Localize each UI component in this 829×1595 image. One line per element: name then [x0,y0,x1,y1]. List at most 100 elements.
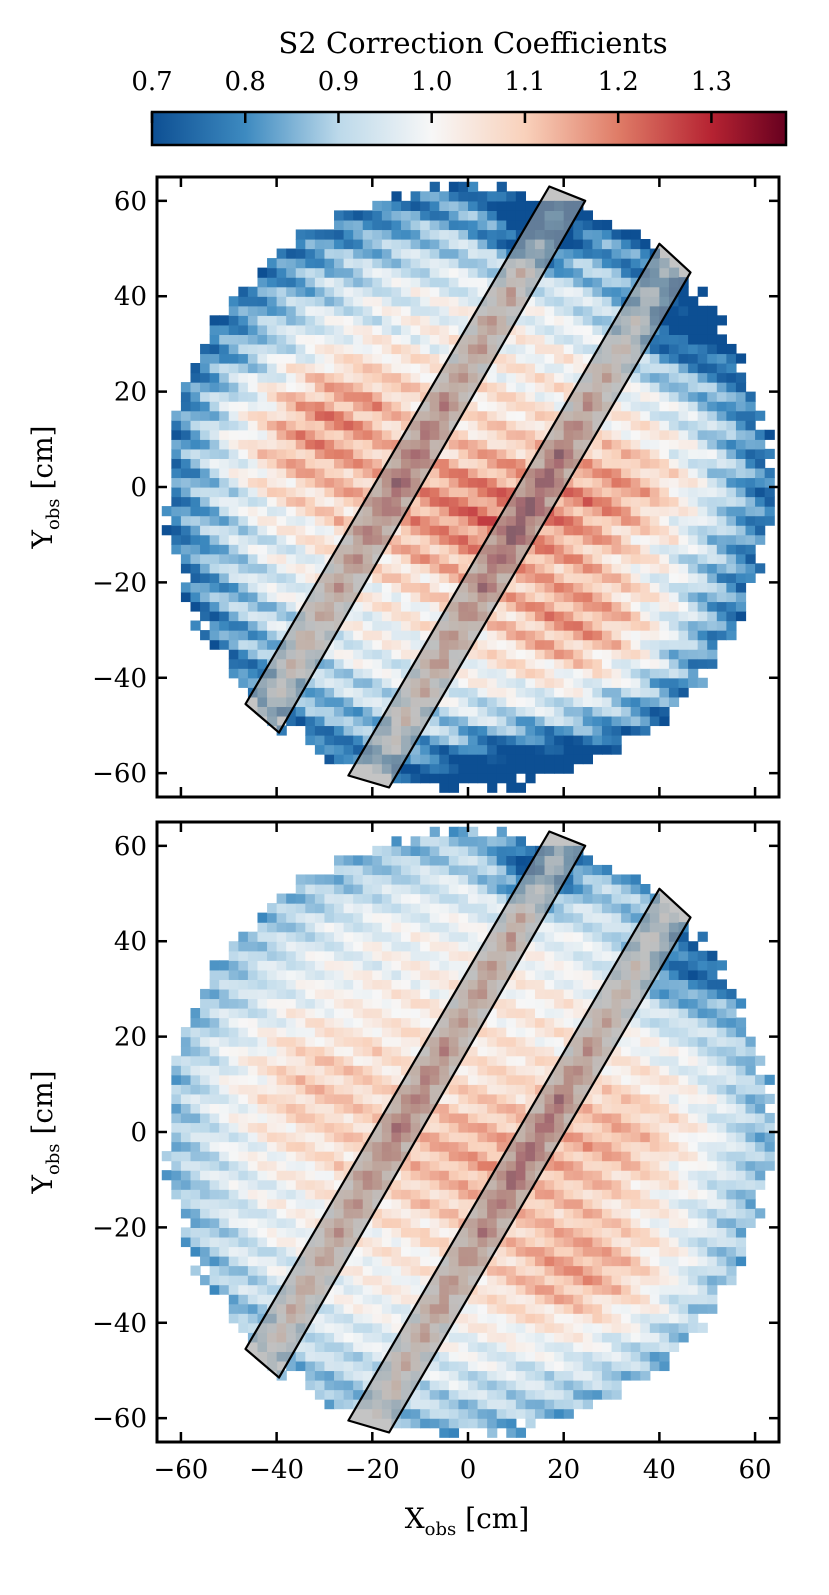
heatmap-cell [247,1217,259,1228]
heatmap-cell [726,496,737,507]
heatmap-cell [506,363,517,374]
heatmap-cell [401,391,412,402]
heatmap-cell [640,563,651,574]
heatmap-cell [659,382,670,393]
heatmap-cell [525,410,536,421]
heatmap-cell [343,1141,354,1152]
heatmap-cell [362,305,373,316]
heatmap-cell [668,363,680,374]
heatmap-cell [544,668,555,679]
heatmap-cell [506,1408,517,1419]
heatmap-cell [362,401,373,412]
heatmap-cell [611,620,622,631]
heatmap-cell [324,248,335,259]
heatmap-cell [649,448,660,459]
heatmap-cell [276,277,287,288]
heatmap-cell [477,725,488,736]
heatmap-cell [305,525,316,536]
heatmap-cell [592,611,603,622]
heatmap-cell [420,372,431,383]
heatmap-cell [439,1198,450,1209]
heatmap-cell [592,467,603,479]
heatmap-cell [334,1141,345,1152]
heatmap-cell [334,448,345,459]
heatmap-cell [381,382,393,393]
heatmap-cell [381,229,393,240]
heatmap-cell [343,855,354,866]
heatmap-cell [448,754,460,765]
heatmap-cell [247,1132,259,1143]
heatmap-cell [534,572,546,583]
heatmap-cell [343,420,354,431]
heatmap-cell [429,229,440,240]
heatmap-cell [381,1265,393,1276]
heatmap-cell [573,353,584,364]
heatmap-cell [592,258,603,269]
heatmap-cell [592,496,603,507]
heatmap-cell [353,1046,364,1057]
heatmap-cell [286,439,297,450]
heatmap-cell [630,496,641,507]
heatmap-cell [487,836,498,847]
heatmap-cell [228,1160,239,1171]
heatmap-cell [630,429,641,440]
heatmap-cell [573,210,584,221]
heatmap-cell [334,1179,345,1190]
heatmap-cell [391,979,402,990]
heatmap-cell [544,639,555,650]
heatmap-cell [515,677,527,688]
heatmap-cell [611,544,622,555]
heatmap-cell [716,572,727,583]
heatmap-cell [668,630,680,641]
heatmap-cell [257,1036,268,1047]
heatmap-cell [515,668,527,679]
heatmap-cell [429,506,440,517]
heatmap-cell [180,458,192,469]
heatmap-cell [381,1208,393,1219]
heatmap-cell [697,487,708,498]
heatmap-cell [649,420,660,431]
heatmap-cell [391,429,402,440]
heatmap-cell [487,467,498,479]
heatmap-cell [238,334,249,345]
heatmap-cell [659,467,670,479]
heatmap-cell [401,515,412,526]
heatmap-cell [448,782,460,793]
heatmap-cell [401,763,412,774]
heatmap-cell [668,372,680,383]
heatmap-cell [697,563,708,574]
heatmap-cell [276,487,287,498]
heatmap-cell [477,1360,488,1372]
heatmap-cell [678,591,689,603]
heatmap-cell [601,296,613,307]
heatmap-cell [410,1151,421,1162]
heatmap-cell [295,372,306,383]
heatmap-cell [611,429,622,440]
heatmap-cell [429,219,440,231]
heatmap-cell [649,658,660,669]
heatmap-cell [219,1208,230,1219]
heatmap-cell [621,429,632,440]
heatmap-cell [688,334,699,345]
heatmap-cell [276,979,287,990]
heatmap-cell [621,706,632,717]
heatmap-cell [697,382,708,393]
heatmap-cell [334,286,345,297]
heatmap-cell [554,248,565,259]
heatmap-cell [305,515,316,526]
heatmap-cell [391,1256,402,1267]
heatmap-cell [286,1227,297,1238]
heatmap-cell [314,477,326,488]
heatmap-cell [353,864,364,876]
heatmap-cell [362,950,373,961]
heatmap-cell [401,315,412,326]
heatmap-cell [267,601,278,612]
heatmap-cell [381,864,393,876]
heatmap-cell [582,515,593,526]
heatmap-cell [381,305,393,316]
heatmap-cell [764,515,775,526]
heatmap-cell [257,1008,268,1019]
heatmap-cell [286,296,297,307]
heatmap-cell [640,487,651,498]
heatmap-cell [276,305,287,316]
